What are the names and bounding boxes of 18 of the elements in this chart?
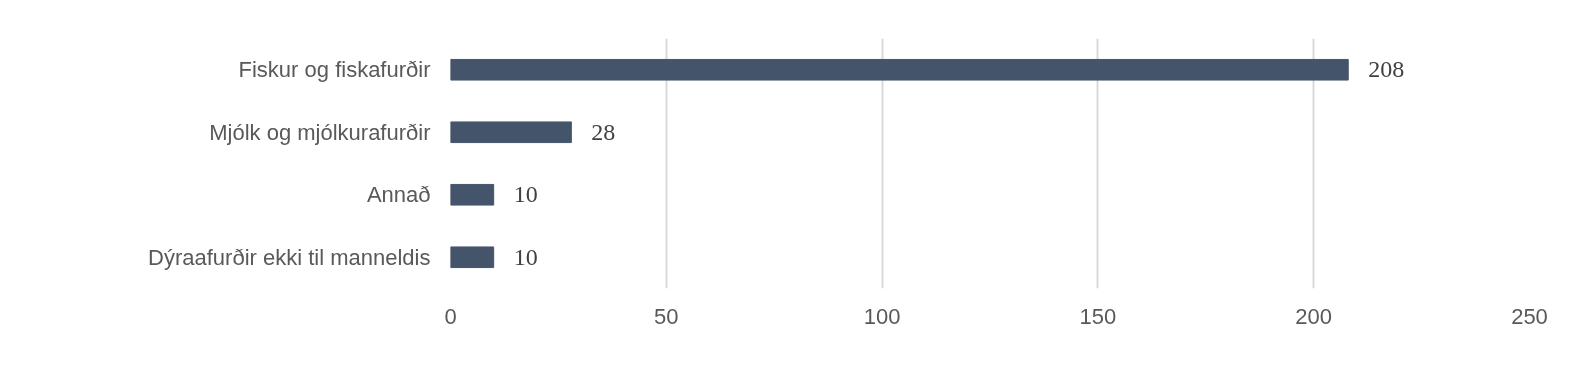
y-tick-label: Mjólk og mjólkurafurðir xyxy=(209,119,431,145)
y-tick-label: Annað xyxy=(366,182,431,208)
bar xyxy=(450,58,1349,81)
data-label: 10 xyxy=(513,243,538,270)
data-label: 28 xyxy=(591,118,616,145)
data-label: 10 xyxy=(513,181,538,208)
x-tick-label: 250 xyxy=(1511,303,1548,329)
x-tick-label: 50 xyxy=(654,303,679,329)
bar xyxy=(450,183,495,206)
y-tick-label: Fiskur og fiskafurðir xyxy=(238,57,431,83)
bar xyxy=(450,121,572,144)
data-label: 208 xyxy=(1368,56,1405,83)
x-tick-label: 200 xyxy=(1295,303,1333,329)
y-tick-label: Dýraafurðir ekki til manneldis xyxy=(148,244,431,270)
x-tick-label: 150 xyxy=(1079,303,1117,329)
bar xyxy=(450,246,495,269)
x-tick-label: 100 xyxy=(863,303,901,329)
x-tick-label: 0 xyxy=(444,303,457,329)
